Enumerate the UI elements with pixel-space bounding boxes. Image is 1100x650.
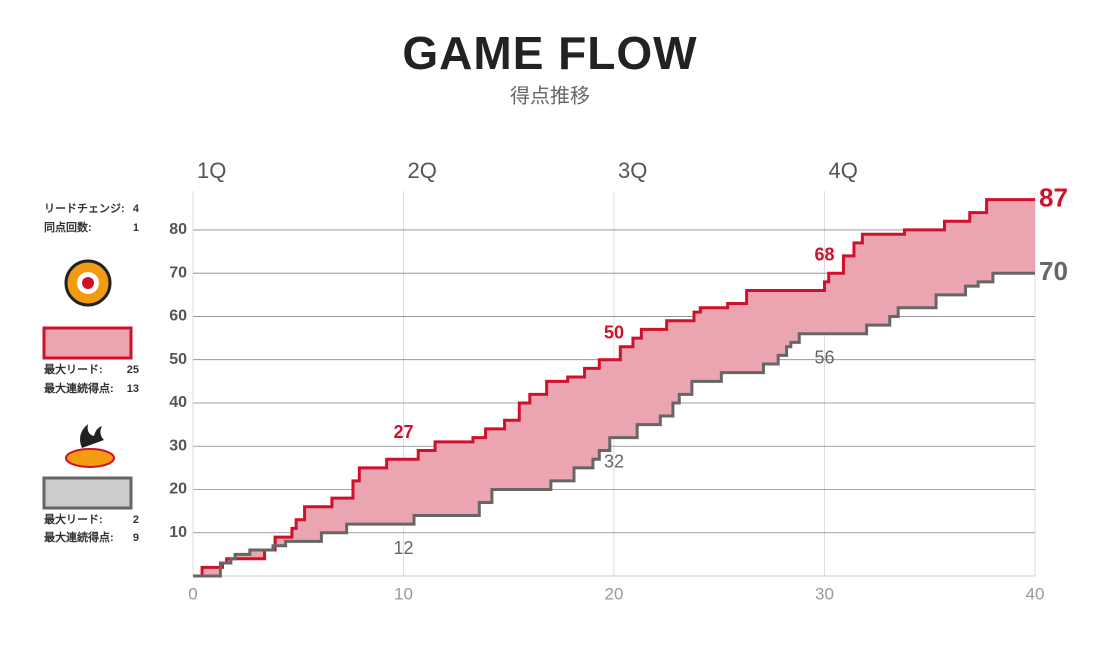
final-score: 70 (1039, 256, 1068, 286)
x-tick-label: 30 (815, 584, 834, 603)
score-label: 50 (604, 322, 624, 342)
max-run-label: 最大連続得点: (44, 381, 114, 395)
y-tick-label: 50 (169, 351, 187, 368)
quarter-label: 1Q (197, 158, 226, 183)
legend-swatch (42, 326, 133, 360)
y-tick-label: 40 (169, 394, 187, 411)
y-tick-label: 20 (169, 481, 187, 498)
quarter-label: 2Q (408, 158, 437, 183)
ties-label: 同点回数: (44, 220, 92, 234)
quarter-label: 3Q (618, 158, 647, 183)
lead-area (193, 199, 1035, 577)
y-tick-label: 70 (169, 264, 187, 281)
max-run: 9 (133, 532, 139, 544)
y-tick-label: 30 (169, 437, 187, 454)
score-label: 27 (393, 422, 413, 442)
y-tick-label: 10 (169, 524, 187, 541)
score-label: 12 (393, 538, 413, 558)
max-lead: 2 (133, 514, 139, 526)
chart-title: GAME FLOW (402, 27, 697, 79)
final-score: 87 (1039, 183, 1068, 213)
x-tick-label: 40 (1026, 584, 1045, 603)
score-line (193, 271, 1035, 578)
x-tick-label: 20 (605, 584, 624, 603)
x-tick-label: 10 (394, 584, 413, 603)
y-tick-label: 60 (169, 308, 187, 325)
quarter-label: 4Q (829, 158, 858, 183)
lead-changes-label: リードチェンジ: (44, 202, 125, 215)
chart-subtitle: 得点推移 (510, 84, 590, 107)
y-tick-label: 80 (169, 221, 187, 238)
max-lead-label: 最大リード: (44, 512, 103, 526)
max-lead-label: 最大リード: (44, 362, 103, 376)
team-logo (64, 259, 112, 307)
x-tick-label: 0 (188, 584, 197, 603)
lead-changes: 4 (133, 203, 140, 215)
score-label: 56 (814, 348, 834, 368)
max-run-label: 最大連続得点: (44, 530, 114, 544)
max-lead: 25 (127, 364, 139, 376)
legend-swatch (42, 476, 133, 510)
score-line (193, 198, 1035, 578)
ties: 1 (133, 222, 139, 234)
score-label: 32 (604, 451, 624, 471)
score-label: 68 (814, 245, 834, 265)
team-logo (65, 424, 115, 468)
max-run: 13 (127, 383, 139, 395)
